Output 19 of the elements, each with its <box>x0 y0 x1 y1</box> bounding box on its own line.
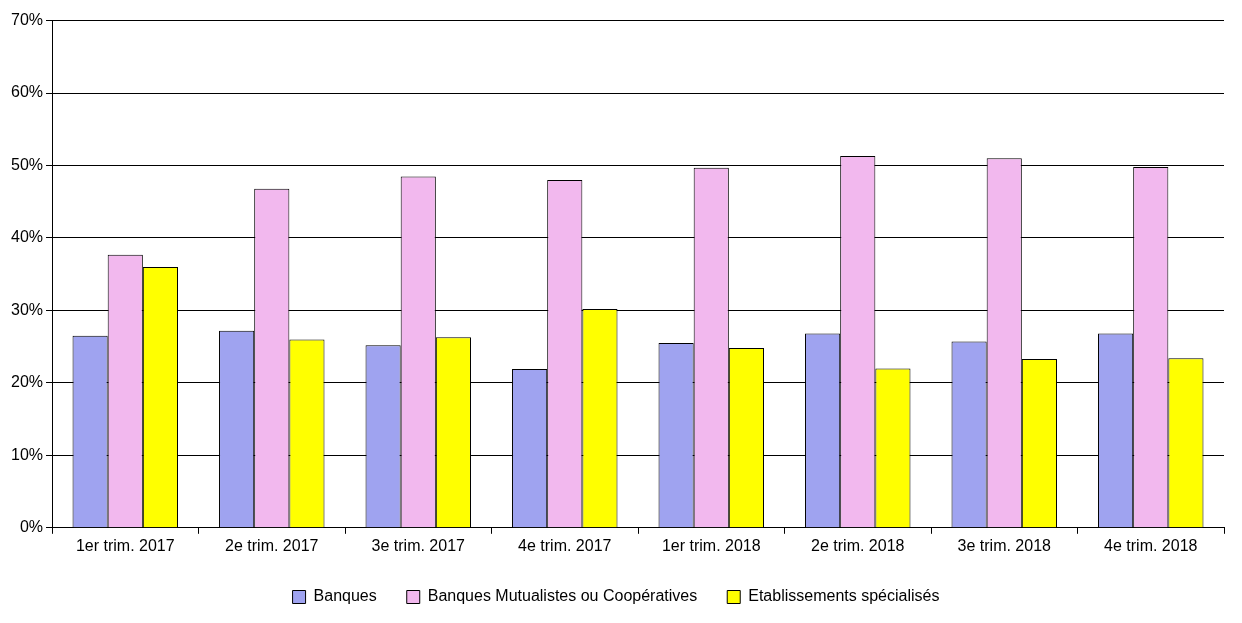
legend-label: Etablissements spécialisés <box>748 587 940 605</box>
y-tick-label: 50% <box>10 155 44 173</box>
y-tick-label: 10% <box>10 445 44 463</box>
x-tick-label: 1er trim. 2018 <box>661 536 761 554</box>
x-tick-label: 3e trim. 2018 <box>957 536 1052 554</box>
y-tick-label: 40% <box>10 228 44 246</box>
x-tick-label: 2e trim. 2018 <box>811 536 905 554</box>
x-tick-label: 2e trim. 2017 <box>225 536 319 554</box>
legend-label: Banques <box>313 587 377 605</box>
x-tick-label: 4e trim. 2017 <box>518 536 612 554</box>
y-tick-label: 0% <box>19 518 44 536</box>
y-tick-label: 20% <box>10 373 44 391</box>
x-tick-label: 1er trim. 2017 <box>75 536 175 554</box>
legend-label: Banques Mutualistes ou Coopératives <box>427 587 698 605</box>
x-tick-label: 4e trim. 2018 <box>1104 536 1198 554</box>
y-tick-label: 70% <box>10 11 44 29</box>
y-tick-label: 60% <box>10 83 44 101</box>
y-tick-label: 30% <box>10 300 44 318</box>
x-tick-label: 3e trim. 2017 <box>371 536 466 554</box>
